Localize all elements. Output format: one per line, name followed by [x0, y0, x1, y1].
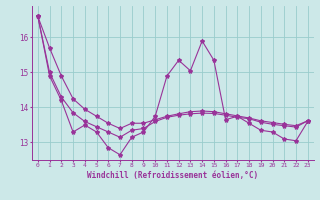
X-axis label: Windchill (Refroidissement éolien,°C): Windchill (Refroidissement éolien,°C) — [87, 171, 258, 180]
